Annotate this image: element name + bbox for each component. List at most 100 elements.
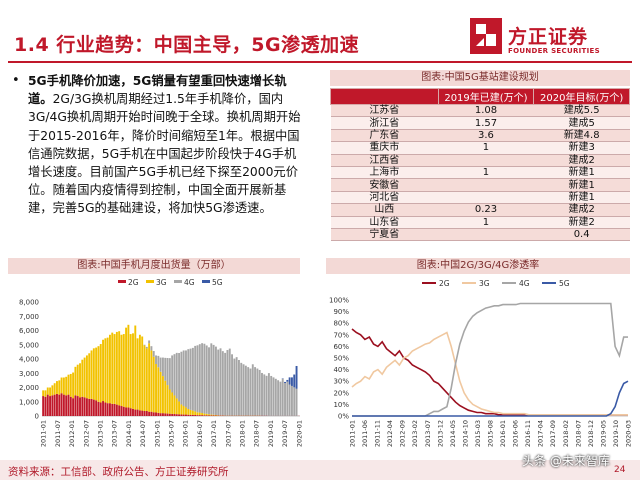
bar-segment-3G: [136, 338, 139, 410]
y-tick-label: 60%: [333, 343, 349, 351]
table-row: 山东省 1 新建2: [330, 216, 630, 229]
bar-segment-2G: [178, 414, 181, 416]
table-cell: 0.23: [438, 203, 534, 217]
legend-label: 4G: [184, 278, 195, 287]
bar-segment-2G: [171, 413, 174, 416]
x-tick-label: 2018-12: [587, 420, 595, 447]
bar-segment-3G: [175, 398, 178, 415]
table-cell: 上海市: [330, 166, 439, 180]
table-cell: 3.6: [438, 129, 534, 143]
bar-segment-4G: [180, 351, 183, 405]
bar-segment-2G: [132, 408, 134, 416]
table-row: 宁夏省 0.4: [330, 228, 630, 242]
bar-segment-2G: [42, 396, 45, 416]
bar-segment-2G: [129, 408, 132, 416]
bar-segment-4G: [242, 364, 245, 416]
bar-segment-4G: [238, 359, 240, 416]
bar-segment-4G: [189, 348, 192, 410]
x-tick-label: 2015-03: [474, 420, 482, 447]
bar-segment-4G: [191, 347, 194, 411]
table-cell: 建成2: [533, 154, 630, 167]
bar-segment-3G: [46, 387, 49, 395]
x-tick-label: 2017-07: [224, 420, 232, 447]
bar-segment-3G: [150, 350, 153, 412]
bar-segment-3G: [51, 385, 54, 396]
bar-segment-4G: [175, 352, 178, 399]
bar-segment-2G: [67, 394, 70, 416]
bar-segment-4G: [171, 355, 174, 393]
legend-swatch-4G: [174, 280, 182, 283]
y-tick-label: 4,000: [19, 356, 39, 364]
bar-segment-2G: [198, 415, 201, 416]
bar-segment-4G: [168, 358, 171, 390]
bar-segment-2G: [201, 415, 204, 416]
bar-segment-2G: [191, 414, 194, 416]
bar-segment-3G: [79, 363, 81, 398]
company-logo: 方正证券 FOUNDER SECURITIES: [468, 14, 630, 60]
bar-segment-3G: [187, 409, 190, 415]
table-cell: 重庆市: [330, 141, 439, 155]
x-tick-label: 2020-01: [295, 420, 303, 447]
bar-segment-4G: [258, 369, 261, 416]
bar-segment-2G: [62, 394, 65, 416]
bar-segment-3G: [178, 401, 181, 415]
x-tick-label: 2013-07: [424, 420, 432, 447]
x-tick-label: 2018-02: [562, 420, 570, 447]
bar-segment-3G: [210, 414, 213, 416]
bar-segment-4G: [224, 352, 227, 416]
bar-segment-3G: [203, 413, 206, 416]
bar-segment-4G: [254, 367, 257, 416]
bar-segment-2G: [180, 414, 183, 416]
bar-segment-4G: [249, 368, 252, 416]
left-chart-title: 图表:中国手机月度出货量（万部）: [8, 258, 300, 274]
bar-segment-3G: [60, 377, 63, 394]
bar-segment-3G: [106, 337, 109, 404]
table-row: 上海市 1 新建1: [330, 166, 630, 180]
legend-label: 2G: [439, 279, 450, 288]
table-row: 广东省 3.6 新建4.8: [330, 129, 630, 143]
bar-segment-3G: [171, 392, 174, 414]
bar-segment-2G: [65, 395, 68, 416]
x-tick-label: 2011-06: [361, 420, 369, 447]
table-cell: 0.4: [533, 228, 630, 242]
x-tick-label: 2016-01: [499, 420, 507, 447]
bar-segment-4G: [164, 357, 167, 381]
right-chart-title: 图表:中国2G/3G/4G渗透率: [326, 258, 630, 274]
bar-segment-3G: [83, 357, 86, 398]
bar-segment-2G: [148, 411, 151, 416]
bullet-lead: 5G手机降价加速，5G销量有望重回快速增长轨道。: [28, 74, 287, 107]
bar-segment-3G: [88, 353, 91, 399]
bar-segment-4G: [251, 364, 254, 416]
bar-segment-3G: [148, 343, 151, 412]
x-tick-label: 2013-02: [411, 420, 419, 447]
bar-segment-2G: [196, 415, 199, 416]
x-tick-label: 2012-04: [386, 420, 394, 447]
table-cell: [438, 191, 534, 205]
x-tick-label: 2015-08: [487, 420, 495, 447]
bar-segment-3G: [92, 348, 95, 400]
table-title: 图表:中国5G基站建设规划: [330, 70, 630, 86]
bar-segment-3G: [201, 413, 204, 416]
bar-segment-4G: [219, 348, 222, 416]
bar-segment-4G: [152, 351, 155, 357]
bar-segment-2G: [106, 403, 109, 416]
bar-segment-3G: [53, 383, 56, 395]
bar-segment-4G: [272, 377, 275, 416]
x-tick-label: 2017-09: [549, 420, 557, 447]
bar-segment-3G: [102, 339, 104, 402]
bar-segment-4G: [198, 344, 201, 413]
bar-segment-2G: [175, 414, 178, 416]
bar-segment-5G: [295, 365, 298, 389]
y-tick-label: 5,000: [19, 341, 39, 349]
bar-segment-3G: [191, 410, 194, 415]
bar-segment-4G: [161, 357, 164, 377]
x-tick-label: 2014-10: [461, 420, 469, 447]
bar-segment-2G: [88, 398, 91, 416]
bar-segment-2G: [113, 403, 116, 416]
bar-segment-3G: [157, 367, 160, 413]
bar-segment-2G: [81, 396, 84, 416]
bar-segment-3G: [127, 324, 130, 408]
bar-segment-4G: [221, 351, 224, 416]
bar-segment-3G: [143, 345, 146, 412]
bar-segment-2G: [72, 398, 75, 416]
